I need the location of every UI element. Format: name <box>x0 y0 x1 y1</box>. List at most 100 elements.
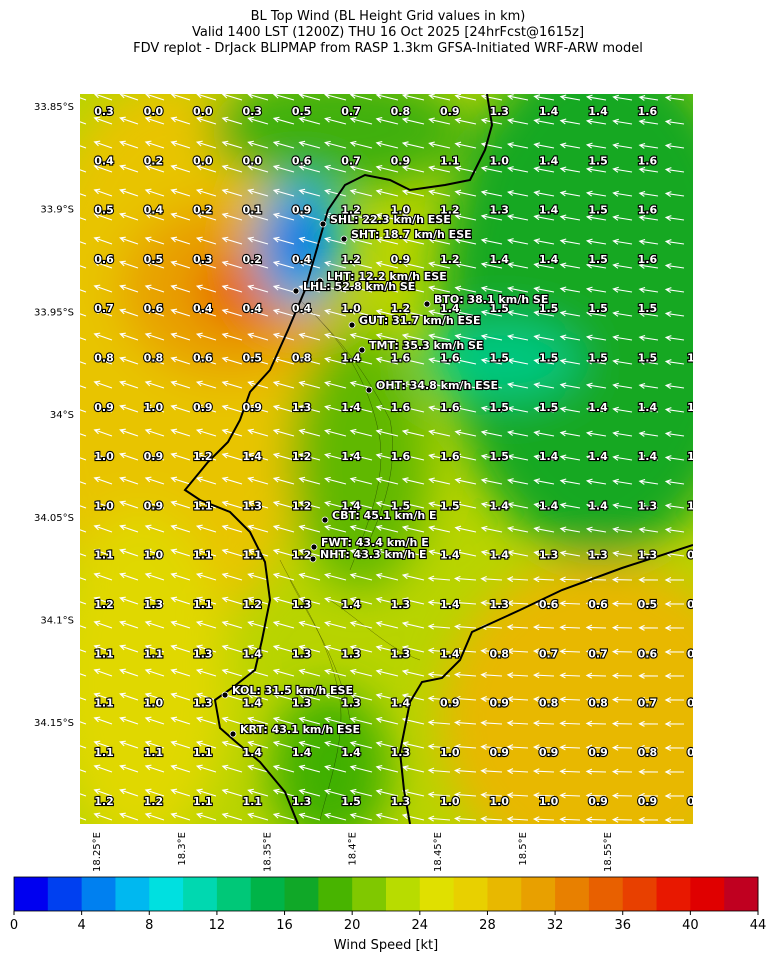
wind-arrow <box>664 503 685 510</box>
grid-value: 1.3 <box>144 598 164 611</box>
wind-arrow <box>585 502 607 509</box>
wind-arrow <box>401 525 425 533</box>
grid-value: 1.1 <box>193 549 213 562</box>
wind-arrow <box>195 812 217 821</box>
wind-arrow <box>638 624 659 631</box>
wind-arrow <box>272 812 295 821</box>
wind-arrow <box>349 596 373 605</box>
wind-arrow <box>324 332 347 341</box>
wind-arrow <box>506 576 529 583</box>
grid-value: 1.2 <box>292 450 312 463</box>
station-label: BTO: 38.1 km/h SE <box>434 293 548 306</box>
wind-arrow <box>638 166 659 173</box>
wind-arrow <box>401 237 425 245</box>
wind-arrow <box>480 719 503 726</box>
grid-value: 1.1 <box>193 795 213 808</box>
wind-arrow <box>349 94 373 101</box>
station-dot <box>319 220 327 228</box>
grid-value: 1.4 <box>292 746 312 759</box>
wind-arrow <box>144 572 165 581</box>
wind-arrow <box>507 142 529 149</box>
wind-arrow <box>533 334 555 341</box>
wind-arrow <box>664 600 685 607</box>
wind-arrow <box>375 741 399 749</box>
wind-arrow <box>247 140 269 149</box>
wind-arrow <box>93 596 113 605</box>
wind-arrow <box>93 380 113 389</box>
grid-value: 1.4 <box>489 499 509 512</box>
wind-arrow <box>454 237 477 245</box>
wind-arrow <box>401 789 425 797</box>
station-dot <box>292 287 300 295</box>
wind-arrow <box>533 190 555 197</box>
grid-value: 0.8 <box>144 352 164 365</box>
wind-arrow <box>427 647 451 654</box>
wind-arrow <box>507 382 529 389</box>
wind-arrow <box>298 188 321 197</box>
wind-arrow <box>427 815 451 822</box>
wind-arrow <box>664 167 685 174</box>
wind-arrow <box>401 741 425 749</box>
wind-arrow <box>507 286 529 293</box>
wind-arrow <box>247 692 269 701</box>
grid-value: 1.1 <box>193 499 213 512</box>
wind-arrow <box>375 213 399 221</box>
wind-arrow <box>144 428 165 437</box>
wind-arrow <box>428 309 451 317</box>
wind-arrow <box>533 430 555 437</box>
wind-arrow <box>170 812 191 821</box>
wind-arrow <box>298 596 321 605</box>
wind-arrow <box>93 140 113 149</box>
station-label: OHT: 34.8 km/h ESE <box>376 379 498 392</box>
wind-arrow <box>480 671 503 678</box>
grid-value: 1.1 <box>94 647 114 660</box>
wind-arrow <box>664 215 685 222</box>
wind-arrow <box>375 717 399 725</box>
wind-arrow <box>638 478 659 485</box>
wind-arrow <box>324 284 347 293</box>
wind-arrow <box>170 94 191 101</box>
grid-value: 1.5 <box>638 302 658 315</box>
grid-value: 1.4 <box>638 401 658 414</box>
wind-arrow <box>559 430 581 437</box>
wind-arrow <box>272 356 295 365</box>
wind-arrow <box>272 212 295 221</box>
wind-arrow <box>453 623 477 630</box>
wind-arrow <box>196 94 217 101</box>
colorbar-tick-label: 0 <box>10 918 18 933</box>
grid-value: 1.2 <box>144 795 164 808</box>
wind-arrow <box>664 527 685 534</box>
wind-arrow <box>349 620 373 629</box>
wind-arrow <box>298 812 321 821</box>
wind-arrow <box>93 524 113 533</box>
wind-arrow <box>272 572 295 581</box>
wind-arrow <box>507 358 529 365</box>
wind-arrow <box>533 478 555 485</box>
wind-arrow <box>480 405 503 413</box>
wind-arrow <box>298 212 321 221</box>
wind-arrow <box>80 625 87 629</box>
wind-arrow <box>506 648 529 655</box>
wind-arrow <box>559 768 581 775</box>
wind-arrow <box>272 500 295 509</box>
wind-arrow <box>272 788 295 797</box>
wind-arrow <box>612 166 633 173</box>
wind-arrow <box>664 672 685 679</box>
wind-arrow <box>272 164 295 173</box>
wind-arrow <box>375 597 399 605</box>
wind-arrow <box>349 452 373 461</box>
wind-arrow <box>221 572 243 581</box>
wind-arrow <box>532 576 555 583</box>
wind-arrow <box>375 813 399 821</box>
wind-arrow <box>480 94 503 101</box>
wind-arrow <box>506 720 529 727</box>
wind-arrow <box>401 669 425 677</box>
wind-arrow <box>559 310 581 317</box>
wind-arrow <box>454 309 477 317</box>
grid-value: 1.6 <box>638 204 658 217</box>
grid-value: 0.9 <box>489 697 509 710</box>
grid-value: 1.5 <box>539 302 559 315</box>
colorbar-segment <box>419 877 455 911</box>
grid-value: 1.6 <box>440 450 460 463</box>
wind-arrow <box>349 812 373 821</box>
